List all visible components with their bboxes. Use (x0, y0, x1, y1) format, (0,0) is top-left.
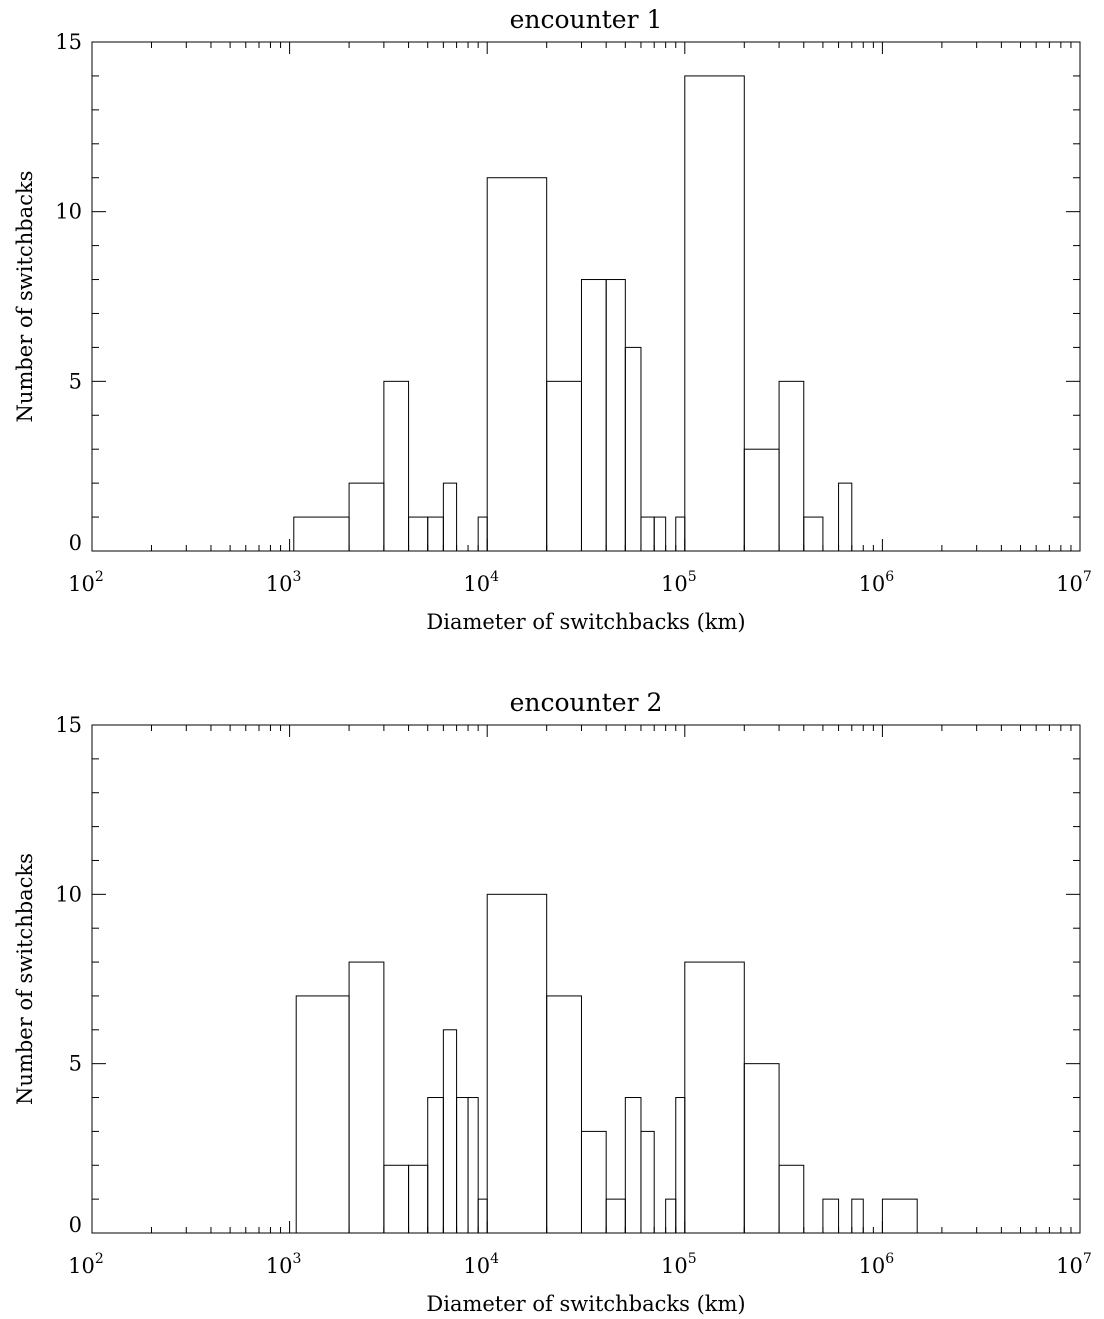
histogram-bar (778, 380, 805, 552)
histogram-bar (442, 482, 458, 552)
histogram-bar (580, 1130, 607, 1234)
histogram-bar (605, 279, 626, 552)
x-tick-label: 105 (661, 1251, 697, 1278)
histogram-bars (293, 75, 853, 552)
y-tick-label: 10 (55, 200, 82, 224)
histogram-bar (383, 380, 410, 552)
x-tick-label: 102 (68, 569, 104, 596)
x-axis-label: Diameter of switchbacks (km) (426, 1292, 745, 1316)
histogram-bar (348, 482, 385, 552)
histogram-bar (653, 516, 667, 552)
histogram-bar (851, 1198, 864, 1234)
y-tick-label: 10 (55, 882, 82, 906)
histogram-bar (665, 1198, 677, 1234)
histogram-bar (486, 177, 548, 552)
histogram-bar (675, 1097, 686, 1234)
histogram-bar (442, 1029, 458, 1234)
y-axis-label: Number of switchbacks (13, 853, 37, 1105)
x-tick-label: 106 (859, 569, 895, 596)
histogram-bar (477, 1198, 488, 1234)
histogram-bar (427, 1097, 444, 1234)
histogram-bar (684, 961, 745, 1234)
histogram-bar (427, 516, 444, 552)
y-tick-label: 15 (55, 713, 82, 737)
x-tick-labels: 102 103 104 105 106 107 (68, 1251, 1092, 1278)
encounter-1-panel: encounter 1 Number of switchbacks Diamet… (13, 5, 1092, 634)
x-tick-label: 107 (1056, 1251, 1092, 1278)
histogram-bar (383, 1164, 410, 1234)
x-tick-label: 103 (266, 1251, 302, 1278)
histogram-bar (640, 1130, 655, 1234)
histogram-bar (881, 1198, 918, 1234)
axis-ticks (92, 41, 1080, 552)
histogram-bar (546, 380, 582, 552)
x-tick-label: 105 (661, 569, 697, 596)
histogram-bar (546, 995, 582, 1234)
x-tick-label: 106 (859, 1251, 895, 1278)
y-tick-label: 15 (55, 30, 82, 54)
histogram-bar (408, 516, 429, 552)
x-tick-label: 107 (1056, 569, 1092, 596)
histogram-bar (743, 448, 780, 552)
histogram-bar (456, 1097, 469, 1234)
histogram-bar (467, 1097, 479, 1234)
x-tick-label: 103 (266, 569, 302, 596)
histogram-bar (822, 1198, 840, 1234)
plot-frame (91, 724, 1081, 1234)
y-axis-label: Number of switchbacks (13, 171, 37, 423)
axis-ticks (92, 724, 1080, 1234)
histogram-bar (684, 75, 745, 552)
histogram-bar (295, 995, 350, 1234)
histogram-bar (624, 1097, 642, 1234)
histogram-bar (640, 516, 655, 552)
y-tick-label: 5 (69, 369, 82, 393)
histogram-bar (486, 893, 548, 1234)
x-tick-label: 104 (463, 569, 499, 596)
encounter-2-panel: encounter 2 Number of switchbacks Diamet… (13, 688, 1092, 1316)
x-tick-labels: 102 103 104 105 106 107 (68, 569, 1092, 596)
histogram-bar (477, 516, 488, 552)
plot-frame (91, 41, 1081, 552)
histogram-bar (743, 1063, 780, 1234)
chart-title: encounter 1 (510, 5, 663, 34)
y-tick-label: 0 (69, 531, 82, 555)
chart-title: encounter 2 (510, 688, 663, 717)
x-tick-label: 102 (68, 1251, 104, 1278)
histogram-bar (838, 482, 853, 552)
x-axis-label: Diameter of switchbacks (km) (426, 610, 745, 634)
histogram-bar (624, 346, 642, 552)
histogram-bar (408, 1164, 429, 1234)
histogram-bar (803, 516, 824, 552)
histogram-bar (293, 516, 350, 552)
y-tick-labels: 0 5 10 15 (55, 713, 82, 1237)
histogram-bars (295, 893, 918, 1234)
histogram-bar (605, 1198, 626, 1234)
y-tick-label: 5 (69, 1052, 82, 1076)
y-tick-labels: 0 5 10 15 (55, 30, 82, 555)
histogram-bar (675, 516, 686, 552)
y-tick-label: 0 (69, 1213, 82, 1237)
x-tick-label: 104 (463, 1251, 499, 1278)
histogram-bar (778, 1164, 805, 1234)
histogram-bar (580, 279, 607, 552)
histogram-bar (348, 961, 385, 1234)
